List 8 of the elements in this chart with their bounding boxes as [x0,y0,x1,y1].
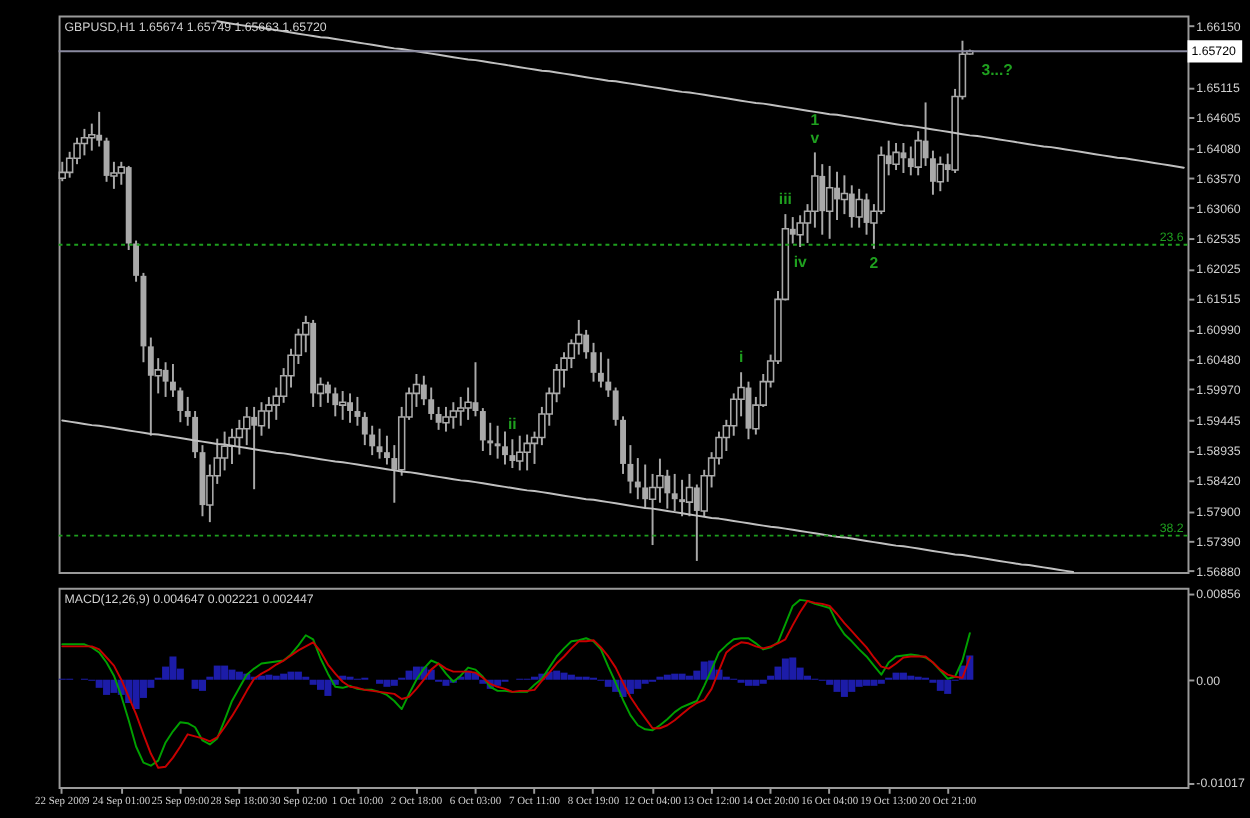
annotation: 3...? [981,60,1014,79]
annotation: ii [508,415,517,434]
annotation: v [810,128,821,147]
annotation: 2 [869,254,880,273]
annotation: iv [793,252,808,271]
annotation: i [738,348,744,367]
annotation: iii [778,190,792,209]
annotation: 1 [810,111,821,130]
